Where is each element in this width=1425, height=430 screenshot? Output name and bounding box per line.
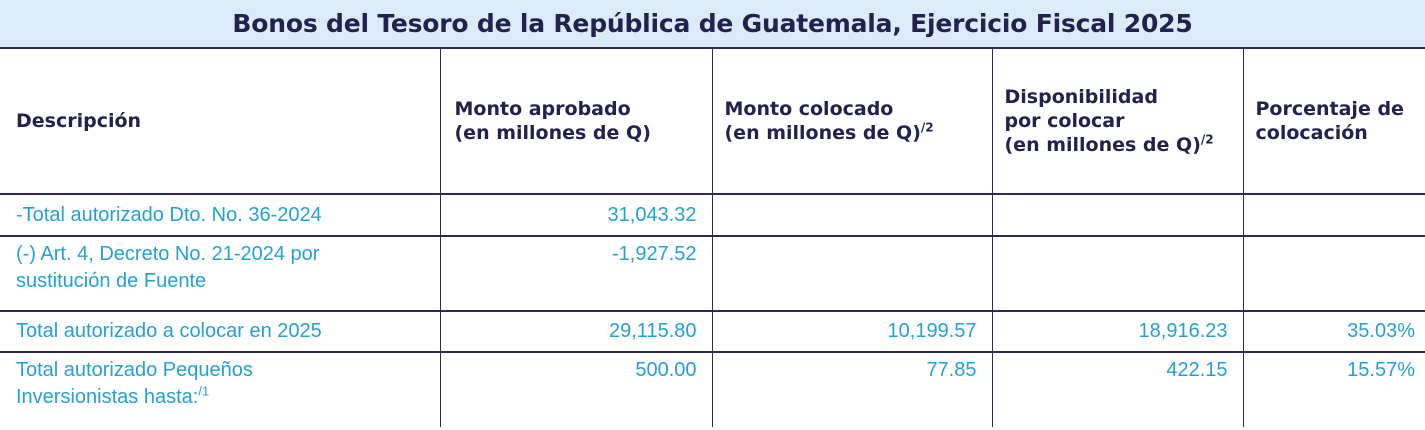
header-disponibilidad-units: (en millones de Q): [1004, 134, 1201, 156]
cell-monto-aprobado: 31,043.32: [439, 194, 712, 237]
header-descripcion-label: Descripción: [16, 110, 142, 132]
header-porcentaje: Porcentaje de colocación: [1242, 47, 1425, 195]
header-monto-aprobado-line-1: Monto aprobado: [454, 98, 631, 120]
cell-monto-colocado: 10,199.57: [711, 311, 992, 353]
header-monto-colocado-footnote: /2: [920, 120, 934, 135]
header-row: Descripción Monto aprobado (en millones …: [0, 47, 1425, 195]
header-descripcion: Descripción: [0, 47, 440, 195]
cell-porcentaje: [1242, 194, 1425, 237]
header-disponibilidad-line-1: Disponibilidad: [1004, 86, 1158, 108]
cell-monto-colocado: [711, 194, 992, 237]
cell-descripcion-line-1: -Total autorizado Dto. No. 36-2024: [16, 203, 322, 226]
header-porcentaje-line-2: colocación: [1255, 122, 1368, 144]
header-monto-colocado-line-2: (en millones de Q)/2: [725, 121, 980, 145]
header-monto-aprobado: Monto aprobado (en millones de Q): [439, 47, 712, 195]
header-disponibilidad-line-2: por colocar: [1004, 110, 1125, 132]
cell-descripcion-line-1: Total autorizado a colocar en 2025: [16, 320, 322, 342]
cell-descripcion: Total autorizado a colocar en 2025: [0, 311, 440, 353]
cell-disponibilidad: 18,916.23: [991, 311, 1243, 353]
header-monto-colocado-line-1: Monto colocado: [724, 98, 894, 120]
table-row: Total autorizado Pequeños Inversionistas…: [0, 352, 1425, 427]
header-porcentaje-line-1: Porcentaje de: [1255, 98, 1404, 120]
cell-descripcion-line-2: sustitución de Fuente: [16, 270, 207, 292]
bonds-table: Descripción Monto aprobado (en millones …: [0, 47, 1425, 427]
header-monto-colocado: Monto colocado (en millones de Q)/2: [711, 47, 992, 195]
header-disponibilidad: Disponibilidad por colocar (en millones …: [991, 47, 1243, 195]
cell-descripcion: (-) Art. 4, Decreto No. 21-2024 por sust…: [0, 236, 440, 312]
cell-monto-aprobado: 29,115.80: [439, 311, 712, 353]
title-bar: Bonos del Tesoro de la República de Guat…: [0, 0, 1425, 47]
cell-monto-colocado: 77.85: [711, 352, 992, 427]
cell-monto-colocado: [711, 236, 992, 312]
cell-monto-aprobado: 500.00: [439, 352, 712, 427]
header-disponibilidad-line-3: (en millones de Q)/2: [1005, 133, 1239, 157]
cell-descripcion-line-2: Inversionistas hasta:/1: [16, 384, 424, 411]
cell-disponibilidad: [991, 194, 1243, 237]
header-monto-colocado-units: (en millones de Q): [724, 122, 921, 144]
table-row: (-) Art. 4, Decreto No. 21-2024 por sust…: [0, 236, 1425, 312]
header-monto-aprobado-line-2: (en millones de Q): [454, 122, 651, 144]
cell-descripcion: -Total autorizado Dto. No. 36-2024: [0, 194, 440, 237]
cell-descripcion-line-1: Total autorizado Pequeños: [16, 359, 253, 381]
cell-disponibilidad: 422.15: [991, 352, 1243, 427]
table-title: Bonos del Tesoro de la República de Guat…: [232, 9, 1193, 38]
cell-descripcion-footnote: /1: [198, 383, 210, 399]
cell-disponibilidad: [991, 236, 1243, 312]
cell-porcentaje: 35.03%: [1242, 311, 1425, 353]
table-row: -Total autorizado Dto. No. 36-2024 31,04…: [0, 194, 1425, 237]
cell-descripcion-line-1: (-) Art. 4, Decreto No. 21-2024 por: [16, 243, 320, 265]
cell-porcentaje: [1242, 236, 1425, 312]
cell-descripcion: Total autorizado Pequeños Inversionistas…: [0, 352, 440, 427]
cell-monto-aprobado: -1,927.52: [439, 236, 712, 312]
header-disponibilidad-footnote: /2: [1200, 132, 1214, 147]
cell-descripcion-line-2-text: Inversionistas hasta:: [16, 386, 199, 408]
table-row: Total autorizado a colocar en 2025 29,11…: [0, 311, 1425, 353]
cell-porcentaje: 15.57%: [1242, 352, 1425, 427]
